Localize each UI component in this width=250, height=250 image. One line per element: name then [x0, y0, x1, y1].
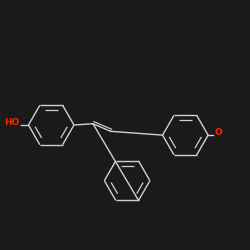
Text: HO: HO	[4, 118, 20, 127]
Text: O: O	[214, 128, 222, 137]
